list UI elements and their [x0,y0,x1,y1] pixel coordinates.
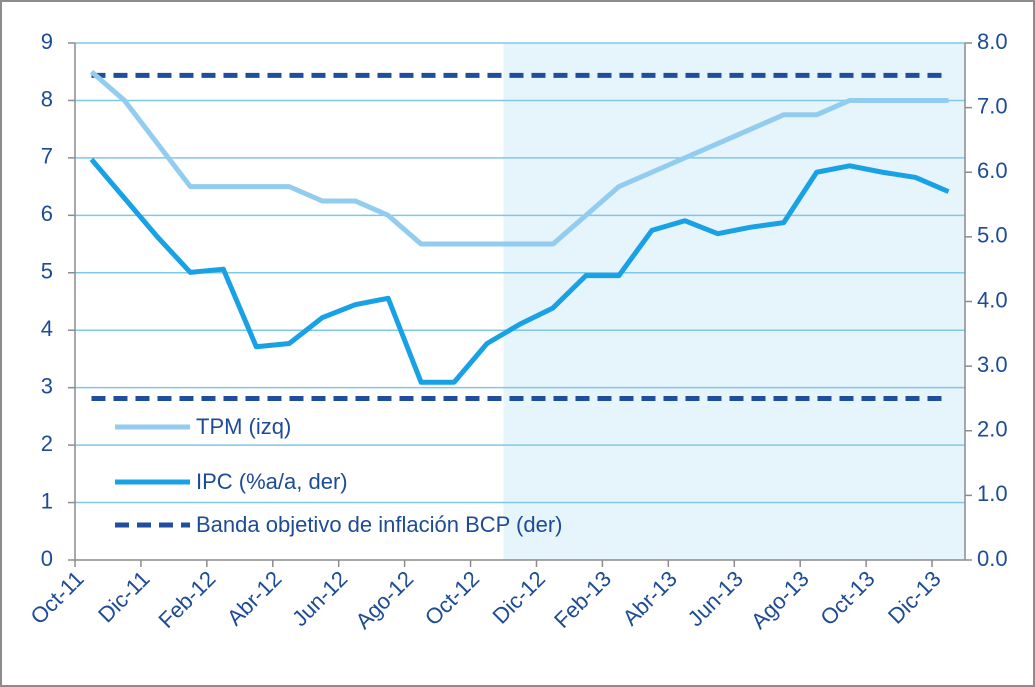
y2-tick-label: 3.0 [977,352,1008,377]
legend-label: Banda objetivo de inflación BCP (der) [196,512,562,537]
y2-tick-label: 4.0 [977,287,1008,312]
y-tick-label: 0 [41,546,53,571]
y2-tick-label: 5.0 [977,223,1008,248]
y2-tick-label: 8.0 [977,29,1008,54]
y2-tick-label: 2.0 [977,417,1008,442]
y-tick-label: 1 [41,488,53,513]
y2-tick-label: 7.0 [977,93,1008,118]
y-tick-label: 3 [41,373,53,398]
y-tick-label: 9 [41,29,53,54]
y-tick-label: 2 [41,431,53,456]
y-tick-label: 8 [41,86,53,111]
y-tick-label: 7 [41,144,53,169]
legend-label: TPM (izq) [196,414,291,439]
series-line [89,69,949,247]
forecast-shade [503,43,965,560]
y-tick-label: 6 [41,201,53,226]
y2-tick-label: 6.0 [977,158,1008,183]
series-line [89,157,950,385]
y2-tick-label: 0.0 [977,546,1008,571]
legend-label: IPC (%a/a, der) [196,469,348,494]
y-tick-label: 5 [41,259,53,284]
y2-tick-label: 1.0 [977,481,1008,506]
y-tick-label: 4 [41,316,53,341]
